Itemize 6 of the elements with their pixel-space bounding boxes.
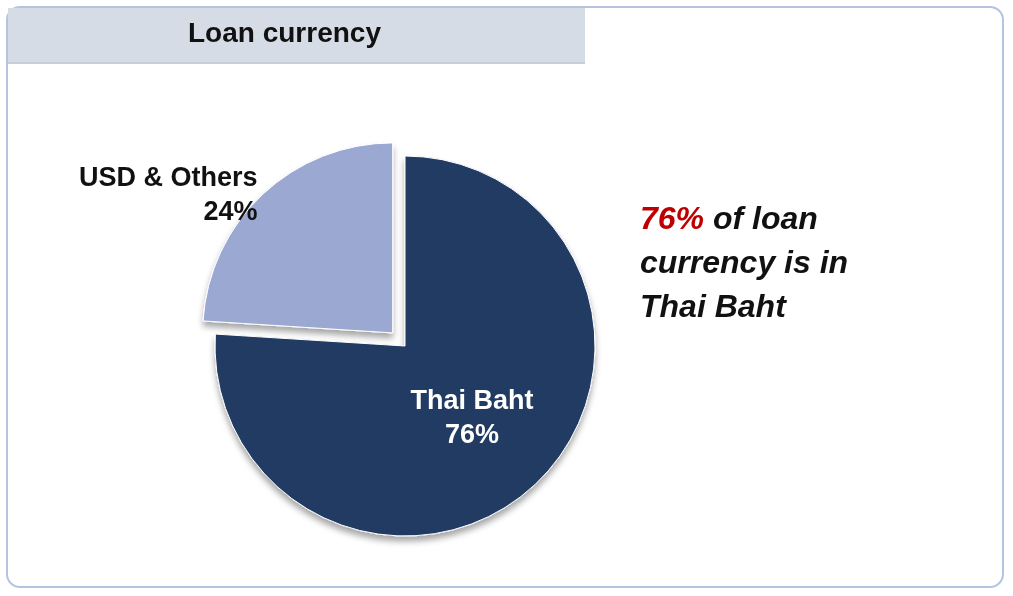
- text: 76% of loan currency is in Thai Baht: [640, 199, 850, 326]
- slice-label: USD & Others: [79, 162, 258, 193]
- data-label: 24%: [203, 196, 258, 227]
- chart-title: Loan currency: [188, 17, 381, 49]
- slice-label: Thai Baht: [410, 385, 534, 416]
- data-label: 76%: [445, 419, 500, 450]
